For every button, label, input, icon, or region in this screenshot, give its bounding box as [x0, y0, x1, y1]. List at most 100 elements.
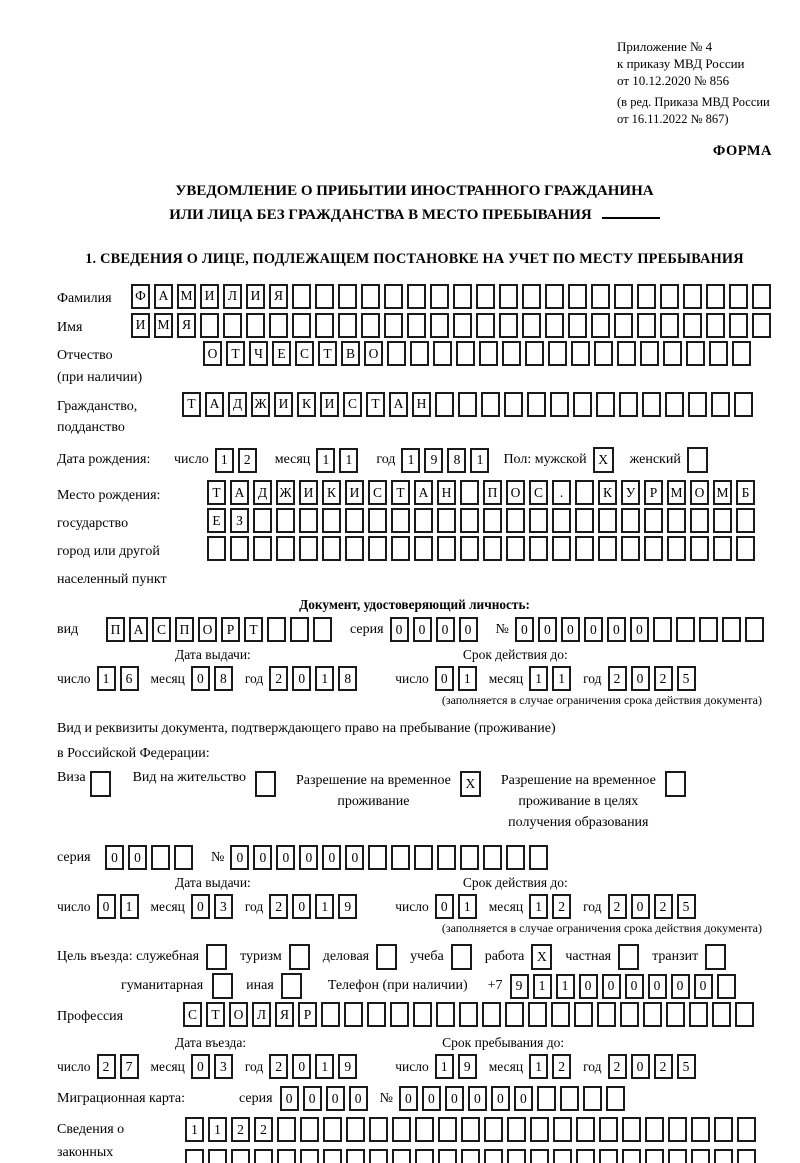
form-cell[interactable]: 0 [276, 845, 296, 871]
form-cell[interactable]: 0 [670, 973, 690, 999]
form-cell[interactable] [713, 508, 732, 534]
form-cell[interactable]: 1 [315, 1054, 335, 1080]
form-cell[interactable] [642, 391, 661, 417]
form-cell[interactable] [437, 845, 457, 871]
form-cell[interactable] [231, 1149, 250, 1163]
form-cell[interactable]: 2 [653, 1054, 673, 1080]
form-cell[interactable]: 2 [269, 1054, 289, 1080]
form-cell[interactable] [571, 341, 590, 367]
form-cell[interactable] [323, 1149, 342, 1163]
form-cell[interactable] [369, 1117, 388, 1143]
form-cell[interactable]: Р [644, 480, 663, 506]
form-cell[interactable]: 0 [629, 617, 649, 643]
form-cell[interactable] [414, 845, 434, 871]
form-cell[interactable] [292, 312, 311, 338]
edu-residence-checkbox[interactable] [664, 771, 686, 798]
form-cell[interactable]: А [205, 391, 224, 417]
form-cell[interactable]: И [200, 283, 219, 309]
form-cell[interactable] [322, 508, 341, 534]
form-cell[interactable] [530, 1117, 549, 1143]
form-cell[interactable]: 2 [653, 666, 673, 692]
form-cell[interactable]: 0 [279, 1086, 299, 1112]
form-cell[interactable]: 1 [532, 973, 552, 999]
form-cell[interactable] [637, 283, 656, 309]
form-cell[interactable]: 2 [237, 447, 257, 473]
form-cell[interactable]: С [183, 1002, 202, 1028]
form-cell[interactable] [368, 536, 387, 562]
form-cell[interactable] [698, 617, 718, 643]
form-cell[interactable]: 9 [457, 1054, 477, 1080]
form-cell[interactable]: 1 [214, 447, 234, 473]
form-cell[interactable]: К [598, 480, 617, 506]
form-cell[interactable] [460, 480, 479, 506]
form-cell[interactable] [752, 312, 771, 338]
form-cell[interactable] [714, 1149, 733, 1163]
form-cell[interactable] [433, 341, 452, 367]
form-cell[interactable] [323, 1117, 342, 1143]
form-cell[interactable] [185, 1149, 204, 1163]
temp-residence-checkbox[interactable]: X [459, 771, 481, 798]
form-cell[interactable] [392, 1149, 411, 1163]
form-cell[interactable]: 0 [630, 894, 650, 920]
form-cell[interactable] [437, 508, 456, 534]
form-cell[interactable] [461, 1149, 480, 1163]
purpose-official-checkbox[interactable] [206, 944, 228, 971]
form-cell[interactable] [502, 341, 521, 367]
work-checkbox[interactable]: X [531, 944, 553, 971]
form-cell[interactable] [714, 1117, 733, 1143]
form-cell[interactable] [620, 1002, 639, 1028]
form-cell[interactable] [675, 617, 695, 643]
form-cell[interactable] [735, 1002, 754, 1028]
form-cell[interactable]: 5 [676, 894, 696, 920]
form-cell[interactable] [575, 536, 594, 562]
form-cell[interactable]: 2 [607, 666, 627, 692]
form-cell[interactable]: 0 [458, 617, 478, 643]
form-cell[interactable] [559, 1086, 579, 1112]
form-cell[interactable] [315, 312, 334, 338]
form-cell[interactable] [276, 508, 295, 534]
form-cell[interactable]: Т [182, 391, 201, 417]
form-cell[interactable]: Ж [251, 391, 270, 417]
form-cell[interactable] [479, 341, 498, 367]
form-cell[interactable] [437, 536, 456, 562]
form-cell[interactable] [752, 283, 771, 309]
form-cell[interactable]: Я [177, 312, 196, 338]
form-cell[interactable] [253, 508, 272, 534]
form-cell[interactable] [643, 1002, 662, 1028]
form-cell[interactable]: С [368, 480, 387, 506]
form-cell[interactable] [436, 1002, 455, 1028]
form-cell[interactable]: С [152, 617, 171, 643]
form-cell[interactable]: У [621, 480, 640, 506]
form-cell[interactable]: 0 [435, 617, 455, 643]
form-cell[interactable] [548, 341, 567, 367]
form-cell[interactable] [299, 536, 318, 562]
form-cell[interactable] [637, 312, 656, 338]
form-cell[interactable] [575, 480, 594, 506]
form-cell[interactable]: 0 [606, 617, 626, 643]
form-cell[interactable] [267, 617, 286, 643]
form-cell[interactable] [246, 312, 265, 338]
form-cell[interactable]: 1 [185, 1117, 204, 1143]
form-cell[interactable] [338, 283, 357, 309]
form-cell[interactable]: 0 [325, 1086, 345, 1112]
form-cell[interactable]: 0 [444, 1086, 464, 1112]
form-cell[interactable] [369, 1149, 388, 1163]
form-cell[interactable] [732, 341, 751, 367]
form-cell[interactable] [575, 508, 594, 534]
form-cell[interactable]: Е [207, 508, 226, 534]
form-cell[interactable] [667, 508, 686, 534]
